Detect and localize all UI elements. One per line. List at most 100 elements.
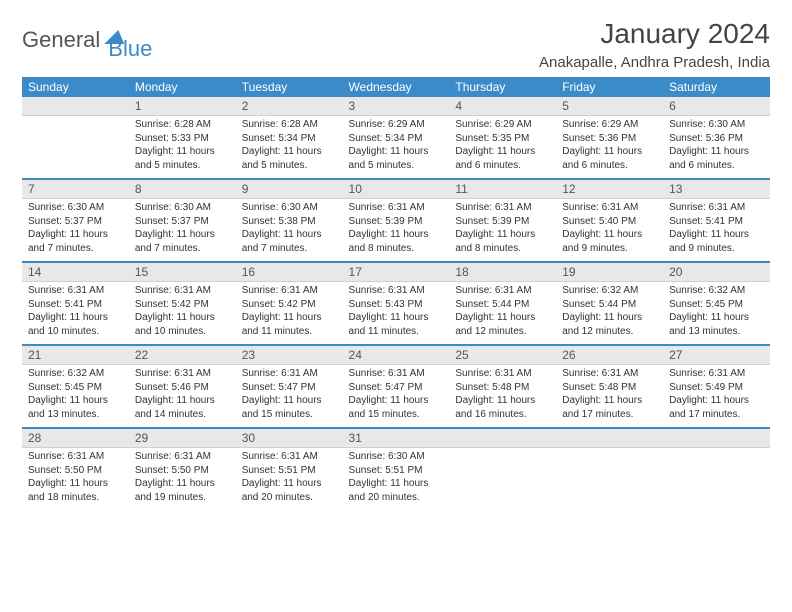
sunset-line: Sunset: 5:46 PM — [135, 381, 230, 395]
daylight-line: Daylight: 11 hours and 20 minutes. — [349, 477, 444, 504]
date-number — [22, 97, 129, 116]
day-cell: Sunrise: 6:29 AMSunset: 5:35 PMDaylight:… — [449, 116, 556, 180]
day-cell: Sunrise: 6:31 AMSunset: 5:39 PMDaylight:… — [343, 199, 450, 263]
sunrise-line: Sunrise: 6:31 AM — [28, 450, 123, 464]
sunrise-line: Sunrise: 6:29 AM — [455, 118, 550, 132]
month-title: January 2024 — [539, 18, 770, 50]
day-cell: Sunrise: 6:28 AMSunset: 5:33 PMDaylight:… — [129, 116, 236, 180]
sunset-line: Sunset: 5:36 PM — [669, 132, 764, 146]
day-cell: Sunrise: 6:32 AMSunset: 5:44 PMDaylight:… — [556, 282, 663, 346]
date-number: 9 — [236, 179, 343, 199]
day-cell — [556, 448, 663, 511]
day-cell: Sunrise: 6:31 AMSunset: 5:48 PMDaylight:… — [556, 365, 663, 429]
date-number-row: 78910111213 — [22, 179, 770, 199]
daylight-line: Daylight: 11 hours and 6 minutes. — [669, 145, 764, 172]
sunset-line: Sunset: 5:37 PM — [135, 215, 230, 229]
daylight-line: Daylight: 11 hours and 13 minutes. — [28, 394, 123, 421]
date-number: 8 — [129, 179, 236, 199]
date-number: 16 — [236, 262, 343, 282]
day-cell: Sunrise: 6:31 AMSunset: 5:49 PMDaylight:… — [663, 365, 770, 429]
sunset-line: Sunset: 5:48 PM — [562, 381, 657, 395]
date-data-row: Sunrise: 6:32 AMSunset: 5:45 PMDaylight:… — [22, 365, 770, 429]
daylight-line: Daylight: 11 hours and 13 minutes. — [669, 311, 764, 338]
sunrise-line: Sunrise: 6:31 AM — [562, 201, 657, 215]
day-cell: Sunrise: 6:31 AMSunset: 5:42 PMDaylight:… — [236, 282, 343, 346]
day-cell: Sunrise: 6:31 AMSunset: 5:41 PMDaylight:… — [22, 282, 129, 346]
sunset-line: Sunset: 5:47 PM — [349, 381, 444, 395]
sunrise-line: Sunrise: 6:30 AM — [135, 201, 230, 215]
daylight-line: Daylight: 11 hours and 11 minutes. — [349, 311, 444, 338]
day-cell: Sunrise: 6:31 AMSunset: 5:50 PMDaylight:… — [22, 448, 129, 511]
daylight-line: Daylight: 11 hours and 9 minutes. — [562, 228, 657, 255]
sunrise-line: Sunrise: 6:28 AM — [135, 118, 230, 132]
day-cell: Sunrise: 6:30 AMSunset: 5:37 PMDaylight:… — [129, 199, 236, 263]
day-cell: Sunrise: 6:31 AMSunset: 5:43 PMDaylight:… — [343, 282, 450, 346]
day-cell: Sunrise: 6:29 AMSunset: 5:34 PMDaylight:… — [343, 116, 450, 180]
daylight-line: Daylight: 11 hours and 17 minutes. — [562, 394, 657, 421]
daylight-line: Daylight: 11 hours and 8 minutes. — [349, 228, 444, 255]
date-number: 3 — [343, 97, 450, 116]
dayhead-mon: Monday — [129, 77, 236, 97]
sunset-line: Sunset: 5:50 PM — [135, 464, 230, 478]
sunset-line: Sunset: 5:37 PM — [28, 215, 123, 229]
day-cell: Sunrise: 6:31 AMSunset: 5:42 PMDaylight:… — [129, 282, 236, 346]
day-cell: Sunrise: 6:31 AMSunset: 5:44 PMDaylight:… — [449, 282, 556, 346]
sunset-line: Sunset: 5:33 PM — [135, 132, 230, 146]
date-number: 20 — [663, 262, 770, 282]
sunrise-line: Sunrise: 6:31 AM — [242, 367, 337, 381]
location: Anakapalle, Andhra Pradesh, India — [539, 54, 770, 71]
date-number — [449, 428, 556, 448]
daylight-line: Daylight: 11 hours and 16 minutes. — [455, 394, 550, 421]
sunset-line: Sunset: 5:45 PM — [28, 381, 123, 395]
sunrise-line: Sunrise: 6:32 AM — [28, 367, 123, 381]
date-number: 26 — [556, 345, 663, 365]
date-number: 21 — [22, 345, 129, 365]
daylight-line: Daylight: 11 hours and 10 minutes. — [28, 311, 123, 338]
date-number-row: 21222324252627 — [22, 345, 770, 365]
daylight-line: Daylight: 11 hours and 18 minutes. — [28, 477, 123, 504]
day-cell — [449, 448, 556, 511]
date-data-row: Sunrise: 6:31 AMSunset: 5:41 PMDaylight:… — [22, 282, 770, 346]
dayhead-fri: Friday — [556, 77, 663, 97]
sunrise-line: Sunrise: 6:31 AM — [455, 284, 550, 298]
date-number: 11 — [449, 179, 556, 199]
daylight-line: Daylight: 11 hours and 9 minutes. — [669, 228, 764, 255]
sunset-line: Sunset: 5:34 PM — [242, 132, 337, 146]
sunset-line: Sunset: 5:49 PM — [669, 381, 764, 395]
sunrise-line: Sunrise: 6:31 AM — [242, 284, 337, 298]
sunrise-line: Sunrise: 6:30 AM — [669, 118, 764, 132]
sunrise-line: Sunrise: 6:29 AM — [562, 118, 657, 132]
day-cell: Sunrise: 6:31 AMSunset: 5:40 PMDaylight:… — [556, 199, 663, 263]
sunrise-line: Sunrise: 6:30 AM — [242, 201, 337, 215]
sunset-line: Sunset: 5:42 PM — [135, 298, 230, 312]
date-number: 4 — [449, 97, 556, 116]
date-number — [663, 428, 770, 448]
title-block: January 2024 Anakapalle, Andhra Pradesh,… — [539, 18, 770, 71]
sunrise-line: Sunrise: 6:32 AM — [562, 284, 657, 298]
sunset-line: Sunset: 5:41 PM — [669, 215, 764, 229]
daylight-line: Daylight: 11 hours and 5 minutes. — [135, 145, 230, 172]
date-number-row: 28293031 — [22, 428, 770, 448]
date-number: 13 — [663, 179, 770, 199]
daylight-line: Daylight: 11 hours and 12 minutes. — [455, 311, 550, 338]
date-number: 7 — [22, 179, 129, 199]
date-number: 12 — [556, 179, 663, 199]
date-number: 15 — [129, 262, 236, 282]
dayhead-tue: Tuesday — [236, 77, 343, 97]
sunrise-line: Sunrise: 6:31 AM — [135, 450, 230, 464]
day-cell: Sunrise: 6:32 AMSunset: 5:45 PMDaylight:… — [22, 365, 129, 429]
day-cell — [22, 116, 129, 180]
sunrise-line: Sunrise: 6:28 AM — [242, 118, 337, 132]
sunrise-line: Sunrise: 6:30 AM — [28, 201, 123, 215]
header: General Blue January 2024 Anakapalle, An… — [22, 18, 770, 71]
date-number: 5 — [556, 97, 663, 116]
day-cell: Sunrise: 6:31 AMSunset: 5:47 PMDaylight:… — [343, 365, 450, 429]
date-data-row: Sunrise: 6:31 AMSunset: 5:50 PMDaylight:… — [22, 448, 770, 511]
daylight-line: Daylight: 11 hours and 12 minutes. — [562, 311, 657, 338]
sunset-line: Sunset: 5:34 PM — [349, 132, 444, 146]
date-number: 29 — [129, 428, 236, 448]
sunrise-line: Sunrise: 6:31 AM — [562, 367, 657, 381]
daylight-line: Daylight: 11 hours and 10 minutes. — [135, 311, 230, 338]
sunrise-line: Sunrise: 6:31 AM — [135, 367, 230, 381]
day-cell: Sunrise: 6:32 AMSunset: 5:45 PMDaylight:… — [663, 282, 770, 346]
